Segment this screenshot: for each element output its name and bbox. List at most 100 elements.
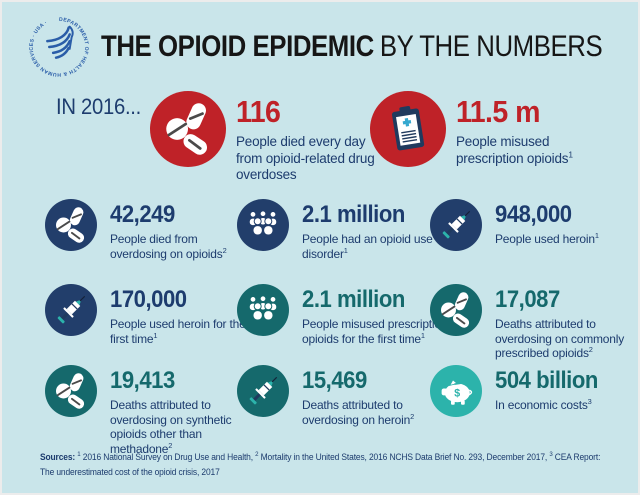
stat-value: 2.1 million <box>302 286 405 313</box>
stat-used-heroin: 948,000 People used heroin1 <box>430 199 637 251</box>
page-title: THE OPIOID EPIDEMIC BY THE NUMBERS <box>101 30 603 63</box>
stat-footnote-ref: 1 <box>343 245 348 255</box>
stat-circle <box>150 91 226 167</box>
stat-circle <box>237 199 289 251</box>
stat-circle <box>237 365 289 417</box>
pills-icon <box>56 373 85 409</box>
stat-deaths-per-day: 116 People died every day from opioid-re… <box>150 91 394 184</box>
stat-text: 116 People died every day from opioid-re… <box>236 91 394 184</box>
stat-description: People misused prescription opioids for … <box>302 317 460 346</box>
stat-footnote-ref: 2 <box>222 245 227 255</box>
stat-description: In economic costs3 <box>495 398 637 413</box>
stat-footnote-ref: 2 <box>588 345 593 355</box>
source-text-2: Mortality in the United States, 2016 NCH… <box>260 452 548 462</box>
stat-heroin-deaths: 15,469 Deaths attributed to overdosing o… <box>237 365 460 427</box>
stat-circle <box>237 284 289 336</box>
stat-first-time-misuse: 2.1 million People misused prescription … <box>237 284 460 346</box>
syringe-icon <box>442 210 471 239</box>
stat-description: People died every day from opioid-relate… <box>236 134 394 184</box>
stat-description-text: People misused prescription opioids <box>456 134 569 166</box>
stat-value: 11.5 m <box>456 94 540 129</box>
stat-description: Deaths attributed to overdosing on synth… <box>110 398 250 457</box>
stat-text: 19,413 Deaths attributed to overdosing o… <box>110 365 250 457</box>
stat-text: 170,000 People used heroin for the first… <box>110 284 250 346</box>
year-label: IN 2016... <box>56 94 142 119</box>
source-ref-2: 2 <box>255 451 259 458</box>
svg-text:$: $ <box>454 388 460 400</box>
stat-description-text: People used heroin <box>495 232 595 246</box>
stat-circle: $ <box>430 365 482 417</box>
title-light: BY THE NUMBERS <box>379 30 603 63</box>
stat-value: 504 billion <box>495 367 598 394</box>
hhs-eagle-icon: DEPARTMENT OF HEALTH & HUMAN SERVICES · … <box>29 17 90 77</box>
stat-circle <box>430 284 482 336</box>
stat-footnote-ref: 1 <box>153 330 158 340</box>
stat-overdose-deaths: 42,249 People died from overdosing on op… <box>45 199 250 261</box>
source-ref-3: 3 <box>549 451 553 458</box>
people-group-icon <box>248 210 278 236</box>
stat-value: 116 <box>236 94 281 129</box>
stat-text: 11.5 m People misused prescription opioi… <box>456 91 604 167</box>
stat-synthetic-opioid-deaths: 19,413 Deaths attributed to overdosing o… <box>45 365 250 457</box>
stat-footnote-ref: 2 <box>410 411 415 421</box>
stat-description: People used heroin1 <box>495 232 637 247</box>
stat-description-text: People died from overdosing on opioids <box>110 232 223 261</box>
stat-value: 15,469 <box>302 367 367 394</box>
stat-description-text: In economic costs <box>495 398 588 412</box>
stat-text: 2.1 million People had an opioid use dis… <box>302 199 460 261</box>
stat-description-text: People had an opioid use disorder <box>302 232 433 261</box>
stat-value: 19,413 <box>110 367 175 394</box>
stat-text: 42,249 People died from overdosing on op… <box>110 199 250 261</box>
stat-circle <box>45 199 97 251</box>
stat-opioid-use-disorder: 2.1 million People had an opioid use dis… <box>237 199 460 261</box>
stat-circle <box>430 199 482 251</box>
piggy-bank-icon: $ <box>441 379 473 405</box>
stat-description-text: People misused prescription opioids for … <box>302 317 448 346</box>
stat-value: 42,249 <box>110 201 175 228</box>
stat-value: 170,000 <box>110 286 187 313</box>
stat-first-time-heroin: 170,000 People used heroin for the first… <box>45 284 250 346</box>
stat-description: Deaths attributed to overdosing on commo… <box>495 317 637 361</box>
stat-description: People used heroin for the first time1 <box>110 317 250 346</box>
stat-circle <box>45 365 97 417</box>
stat-footnote-ref: 3 <box>587 397 592 406</box>
stat-value: 2.1 million <box>302 201 405 228</box>
stat-description: People had an opioid use disorder1 <box>302 232 460 261</box>
stat-economic-costs: $ 504 billion In economic costs3 <box>430 365 637 417</box>
stat-description-text: People died every day from opioid-relate… <box>236 134 375 183</box>
sources-label: Sources: <box>40 452 76 462</box>
stat-footnote-ref: 2 <box>168 440 173 450</box>
stat-description-text: People used heroin for the first time <box>110 317 246 346</box>
syringe-icon <box>57 295 86 324</box>
sources-footnote: Sources: 1 2016 National Survey on Drug … <box>40 450 613 480</box>
source-ref-1: 1 <box>77 451 81 458</box>
title-bold: THE OPIOID EPIDEMIC <box>101 30 374 63</box>
stat-prescribed-opioid-deaths: 17,087 Deaths attributed to overdosing o… <box>430 284 637 361</box>
pills-icon <box>56 207 85 243</box>
stat-description-text: Deaths attributed to overdosing on heroi… <box>302 398 411 427</box>
svg-text:DEPARTMENT OF HEALTH & HUMAN S: DEPARTMENT OF HEALTH & HUMAN SERVICES · … <box>29 17 90 77</box>
clipboard-icon <box>391 106 425 151</box>
stat-text: 948,000 People used heroin1 <box>495 199 637 247</box>
stat-circle <box>370 91 446 167</box>
stat-text: 15,469 Deaths attributed to overdosing o… <box>302 365 460 427</box>
stat-description: People misused prescription opioids1 <box>456 134 604 167</box>
source-text-1: 2016 National Survey on Drug Use and Hea… <box>82 452 253 462</box>
stat-text: 17,087 Deaths attributed to overdosing o… <box>495 284 637 361</box>
source-text-3: CEA Report: The underestimated cost of t… <box>40 452 601 477</box>
stat-misused-prescription: 11.5 m People misused prescription opioi… <box>370 91 604 167</box>
stat-footnote-ref: 1 <box>420 330 425 340</box>
stat-description-text: Deaths attributed to overdosing on synth… <box>110 398 232 456</box>
stat-value: 17,087 <box>495 286 560 313</box>
stat-description: People died from overdosing on opioids2 <box>110 232 250 261</box>
stat-text: 2.1 million People misused prescription … <box>302 284 460 346</box>
stat-description: Deaths attributed to overdosing on heroi… <box>302 398 460 427</box>
stat-footnote-ref: 1 <box>594 231 599 240</box>
hhs-logo: DEPARTMENT OF HEALTH & HUMAN SERVICES · … <box>26 14 92 80</box>
pills-icon <box>441 292 470 328</box>
stat-circle <box>45 284 97 336</box>
pills-icon <box>166 103 208 155</box>
people-group-icon <box>248 295 278 321</box>
stat-value: 948,000 <box>495 201 572 228</box>
